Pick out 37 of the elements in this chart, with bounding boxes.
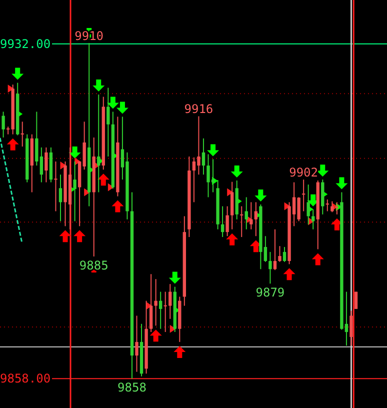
candlestick xyxy=(282,246,286,262)
candlestick xyxy=(106,87,110,158)
candlestick xyxy=(158,291,162,330)
candlestick xyxy=(44,146,48,183)
candlestick xyxy=(54,160,58,212)
candlestick xyxy=(312,208,315,230)
candlestick xyxy=(306,184,310,225)
y-tick-label: 9932.00 xyxy=(0,36,51,51)
candlestick xyxy=(321,179,324,215)
candlestick xyxy=(230,181,234,230)
candlestick xyxy=(58,174,62,222)
candlestick xyxy=(154,278,158,326)
candlestick xyxy=(2,111,5,138)
candlestick xyxy=(254,202,258,237)
candlestick xyxy=(135,315,138,372)
candlestick xyxy=(354,291,358,310)
candlestick xyxy=(278,246,282,262)
candlestick xyxy=(302,179,306,212)
candlestick xyxy=(240,206,244,238)
candlestick xyxy=(149,274,153,333)
candlestick xyxy=(350,310,353,346)
candlestick xyxy=(97,94,100,193)
candlestick xyxy=(326,198,330,212)
candlestick xyxy=(220,206,224,238)
candlestick xyxy=(244,196,248,230)
annotation: 9916 xyxy=(184,102,214,116)
candlestick xyxy=(73,160,76,222)
candlestick xyxy=(20,121,24,148)
annotation: 9858 xyxy=(118,380,146,395)
annotation: 9902 xyxy=(289,166,318,180)
candlestick xyxy=(226,206,229,237)
candlestick xyxy=(268,251,272,284)
annotation: 9879 xyxy=(256,286,285,300)
candlestick xyxy=(273,228,277,271)
y-tick-label: 9858.00 xyxy=(0,372,51,386)
candlestick xyxy=(202,138,206,176)
candlestick xyxy=(250,202,253,230)
